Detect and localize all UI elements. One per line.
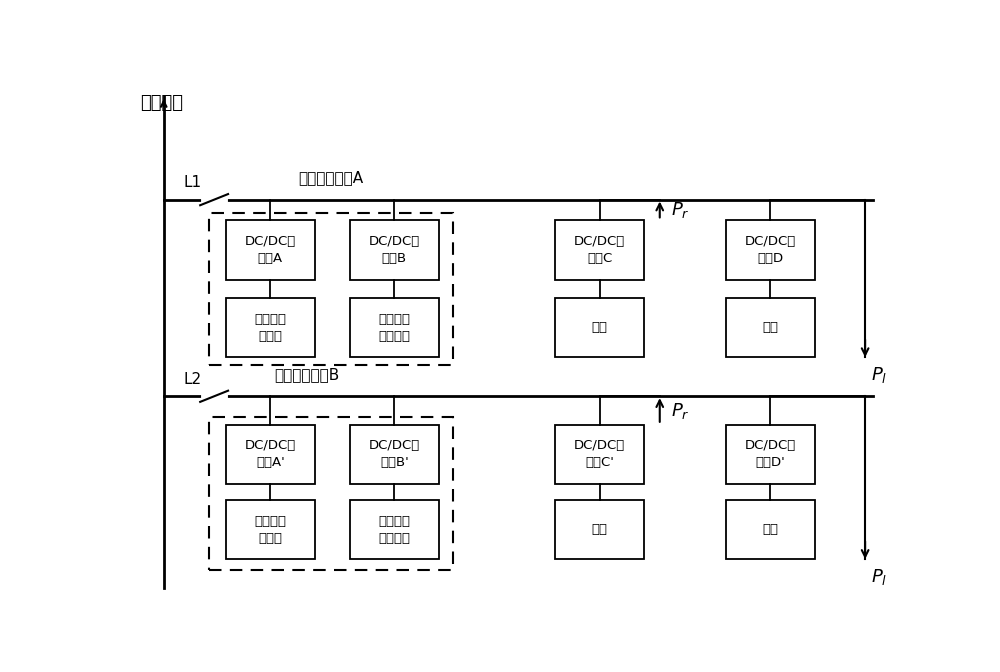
Bar <box>555 220 644 280</box>
Text: 超级电容
储能系统: 超级电容 储能系统 <box>378 312 410 343</box>
Text: $P_{l}$: $P_{l}$ <box>871 366 888 385</box>
Bar <box>350 425 439 485</box>
Bar <box>350 220 439 280</box>
Text: DC/DC变
换器C: DC/DC变 换器C <box>574 235 625 265</box>
Text: DC/DC变
换器B: DC/DC变 换器B <box>369 235 420 265</box>
Text: 光伏: 光伏 <box>592 321 608 334</box>
Bar <box>226 298 315 358</box>
Bar <box>555 298 644 358</box>
Text: DC/DC变
换器A': DC/DC变 换器A' <box>245 439 296 470</box>
Text: 锂电池储
能系统: 锂电池储 能系统 <box>254 515 286 544</box>
Text: $P_{r}$: $P_{r}$ <box>671 401 690 421</box>
Bar <box>226 220 315 280</box>
Text: DC/DC变
换器A: DC/DC变 换器A <box>245 235 296 265</box>
Text: DC/DC变
换器C': DC/DC变 换器C' <box>574 439 625 470</box>
Bar <box>555 500 644 559</box>
Bar <box>209 417 453 570</box>
Text: 超级电容
储能系统: 超级电容 储能系统 <box>378 515 410 544</box>
Text: DC/DC变
换器D: DC/DC变 换器D <box>745 235 796 265</box>
Text: $P_{l}$: $P_{l}$ <box>871 567 888 587</box>
Text: L1: L1 <box>183 175 201 190</box>
Text: 锂电池储
能系统: 锂电池储 能系统 <box>254 312 286 343</box>
Text: 混合储能系统B: 混合储能系统B <box>274 367 340 382</box>
Bar <box>555 425 644 485</box>
Text: $P_{r}$: $P_{r}$ <box>671 200 690 220</box>
Text: 负荷: 负荷 <box>762 523 778 536</box>
Text: 混合储能系统A: 混合储能系统A <box>298 170 363 185</box>
Text: DC/DC变
换器B': DC/DC变 换器B' <box>369 439 420 470</box>
Bar <box>350 298 439 358</box>
Bar <box>226 500 315 559</box>
Text: DC/DC变
换器D': DC/DC变 换器D' <box>745 439 796 470</box>
Bar <box>226 425 315 485</box>
Bar <box>726 500 815 559</box>
Bar <box>209 212 453 366</box>
Text: 光伏: 光伏 <box>592 523 608 536</box>
Bar <box>350 500 439 559</box>
Bar <box>726 220 815 280</box>
Text: 负荷: 负荷 <box>762 321 778 334</box>
Bar <box>726 298 815 358</box>
Bar <box>726 425 815 485</box>
Text: L2: L2 <box>183 372 201 387</box>
Text: 直流母线: 直流母线 <box>140 93 184 112</box>
